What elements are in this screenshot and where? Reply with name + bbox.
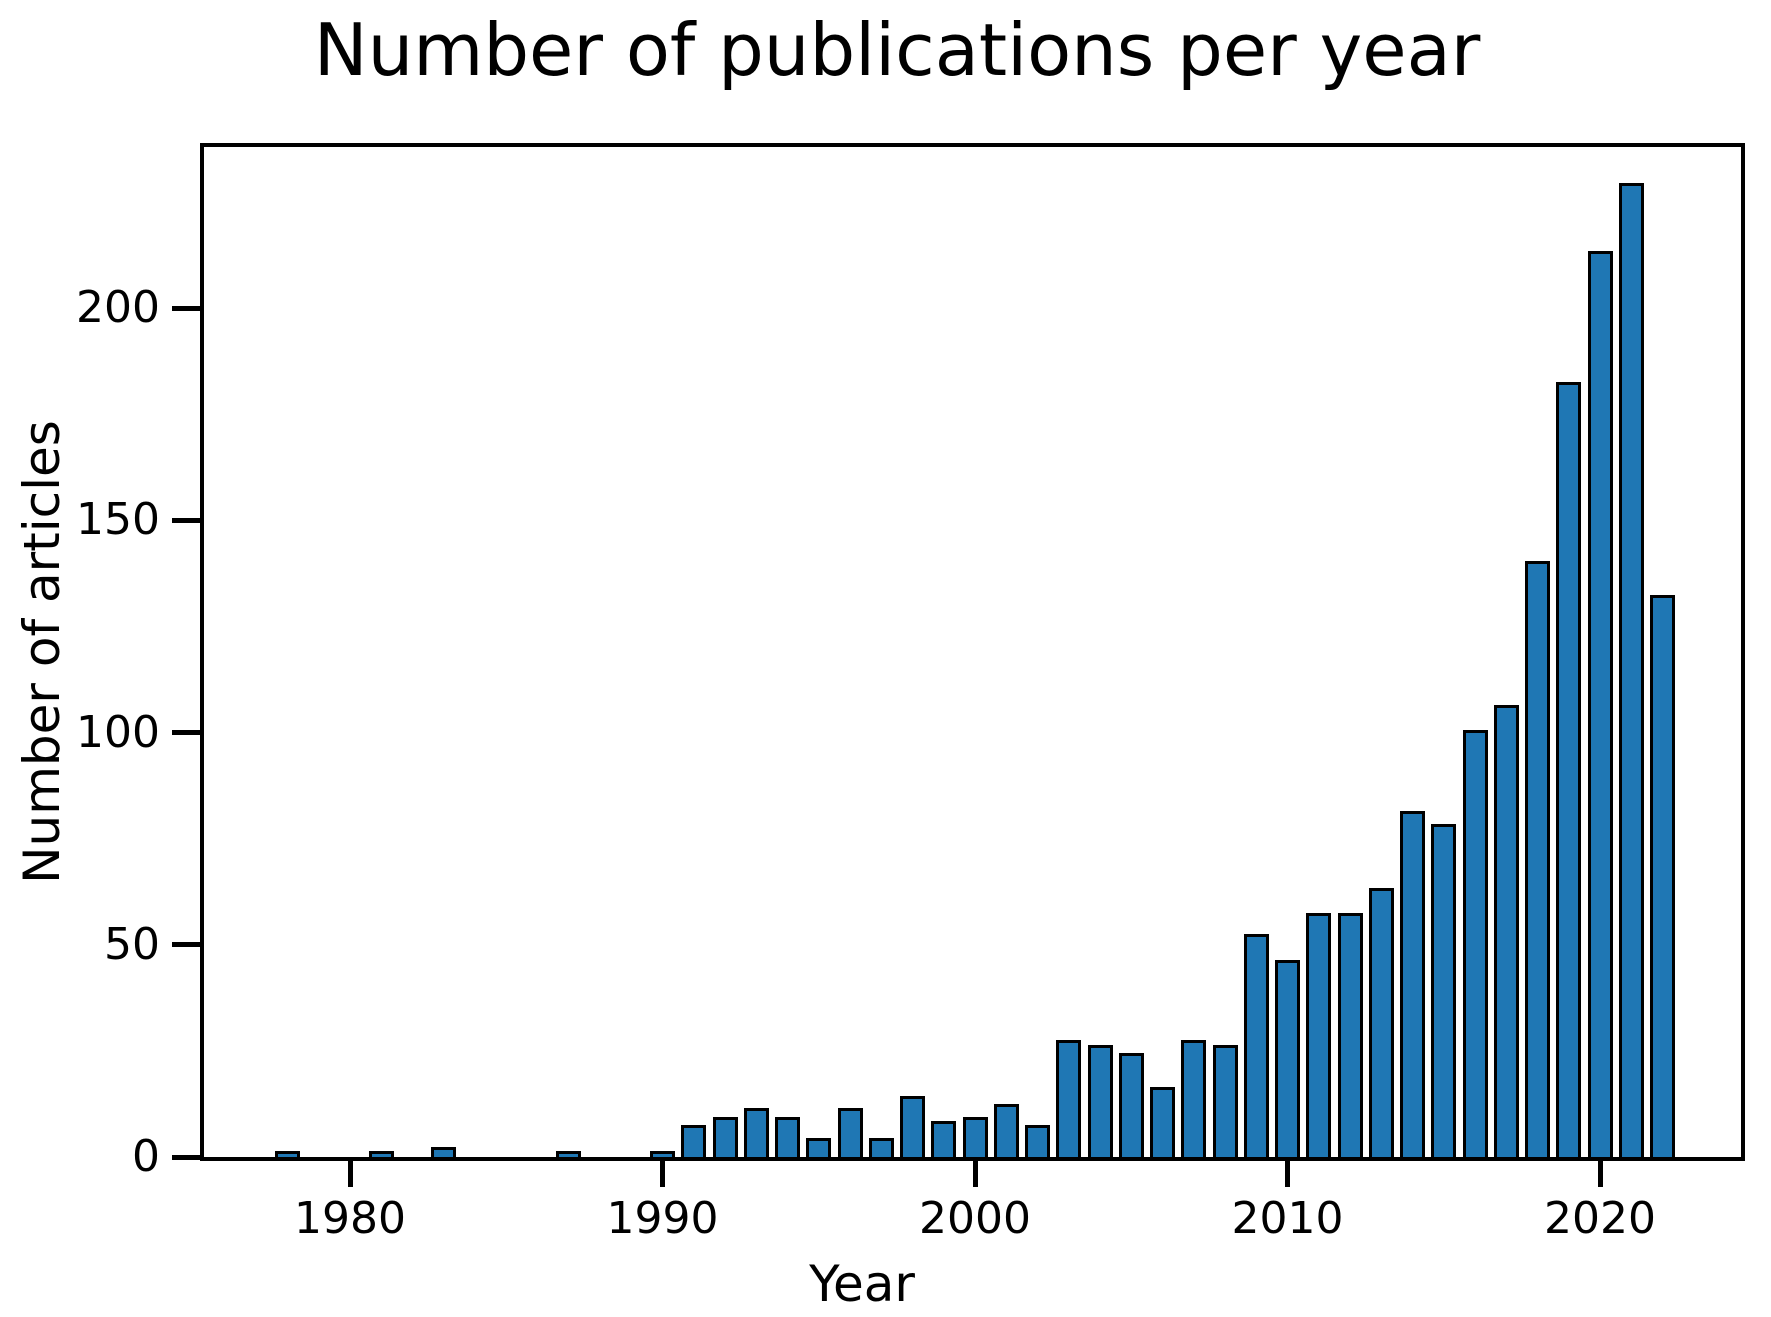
bar-1981 [368, 1151, 394, 1157]
bar-2017 [1493, 705, 1519, 1157]
bar-2002 [1025, 1125, 1050, 1157]
y-tick-label-150: 150 [76, 494, 160, 546]
bar-2006 [1150, 1087, 1175, 1157]
bar-2014 [1400, 811, 1425, 1157]
bar-2019 [1556, 382, 1582, 1157]
bar-1991 [681, 1125, 707, 1157]
x-tick-label-1980: 1980 [294, 1193, 406, 1244]
x-tick-label-2010: 2010 [1231, 1193, 1344, 1244]
bar-2020 [1587, 251, 1613, 1157]
bar-2011 [1306, 913, 1332, 1157]
bar-2008 [1212, 1045, 1238, 1157]
bar-1998 [900, 1096, 925, 1157]
bar-1990 [650, 1151, 675, 1157]
bar-1978 [275, 1151, 300, 1157]
x-axis-label: Year [809, 1255, 915, 1313]
y-tick-label-100: 100 [76, 706, 160, 758]
bar-1992 [712, 1117, 738, 1157]
bar-2022 [1650, 595, 1675, 1157]
bar-2000 [962, 1117, 988, 1157]
bar-1993 [743, 1108, 769, 1157]
plot-area [200, 143, 1745, 1161]
bar-2016 [1462, 730, 1488, 1157]
bar-2005 [1118, 1053, 1144, 1157]
x-tick-label-1990: 1990 [606, 1193, 719, 1244]
y-tick-label-200: 200 [76, 282, 160, 333]
bar-2018 [1525, 561, 1550, 1157]
bar-2015 [1431, 824, 1457, 1157]
bar-2012 [1337, 913, 1363, 1157]
bar-1994 [775, 1117, 800, 1157]
bar-1996 [837, 1108, 863, 1157]
y-tick-label-50: 50 [104, 918, 160, 970]
x-tick-label-2000: 2000 [919, 1193, 1031, 1244]
y-tick-label-0: 0 [132, 1131, 160, 1182]
x-tick-label-2020: 2020 [1544, 1193, 1656, 1244]
x-tick-1980 [347, 1161, 353, 1187]
x-tick-2020 [1597, 1161, 1603, 1187]
y-axis-label: Number of articles [13, 420, 71, 884]
bar-2007 [1181, 1040, 1207, 1157]
y-tick-50 [172, 942, 200, 948]
y-tick-0 [172, 1154, 200, 1160]
x-tick-2000 [972, 1161, 978, 1187]
x-tick-1990 [660, 1161, 665, 1187]
bar-1983 [431, 1147, 457, 1157]
bar-2010 [1275, 960, 1300, 1157]
bar-2013 [1368, 888, 1394, 1157]
bar-1999 [931, 1121, 957, 1157]
bar-2021 [1618, 183, 1644, 1157]
y-tick-100 [172, 730, 200, 735]
bar-1997 [868, 1138, 894, 1157]
x-tick-2010 [1285, 1161, 1290, 1187]
y-tick-200 [172, 305, 200, 311]
bar-2001 [993, 1104, 1019, 1157]
bar-2003 [1056, 1040, 1082, 1157]
bar-1987 [556, 1151, 582, 1157]
bar-1995 [806, 1138, 832, 1157]
bar-2009 [1243, 934, 1269, 1157]
chart-title: Number of publications per year [313, 8, 1481, 92]
y-tick-150 [172, 517, 200, 523]
bar-2004 [1087, 1045, 1113, 1157]
